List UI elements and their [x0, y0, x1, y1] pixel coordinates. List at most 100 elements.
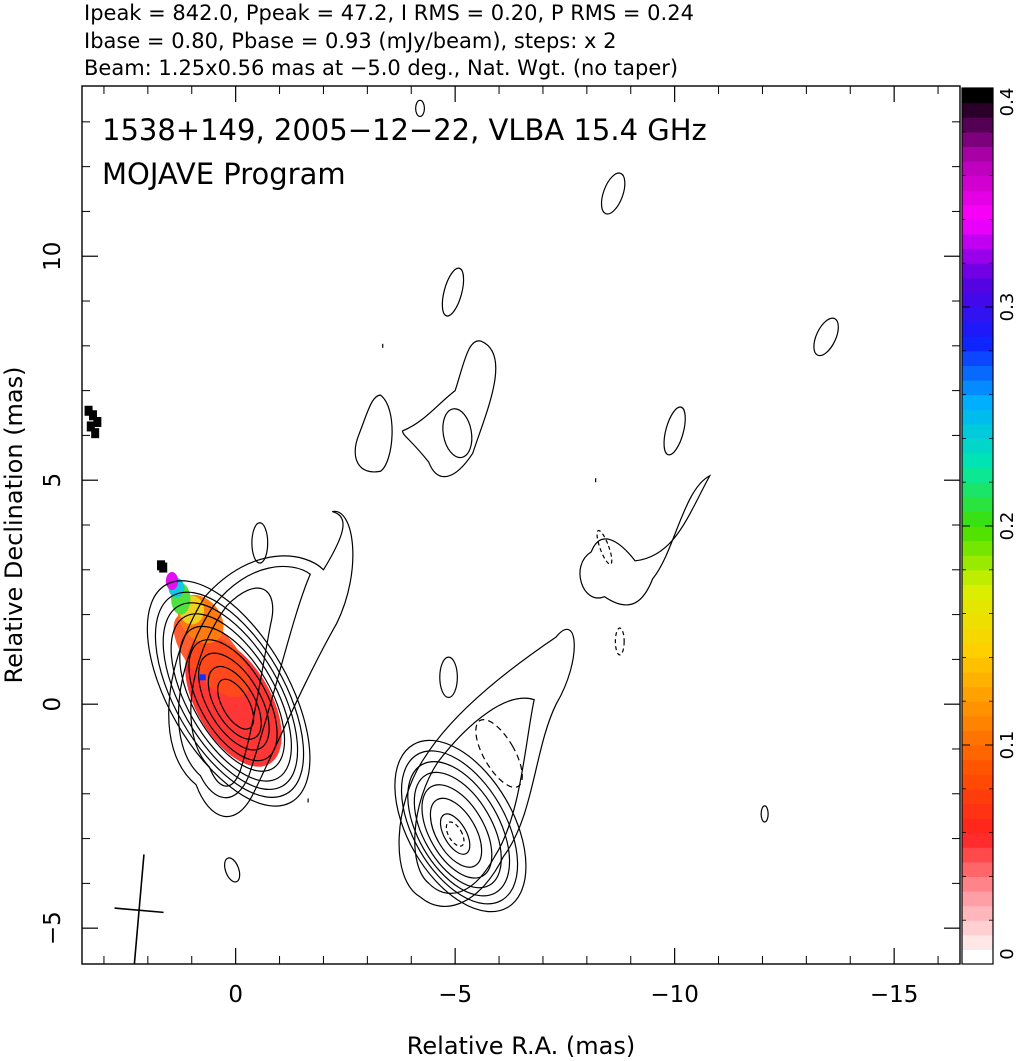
colorbar-segment [962, 745, 993, 761]
extended-emission-inner-contour [442, 408, 473, 459]
colorbar-segment [962, 861, 993, 877]
header-line-2: Ibase = 0.80, Pbase = 0.93 (mJy/beam), s… [84, 29, 616, 53]
colorbar-segment [962, 131, 993, 147]
extended-emission-contour [401, 340, 497, 478]
colorbar-segment [962, 847, 993, 863]
colorbar-segment [962, 467, 993, 483]
x-tick-label: 0 [228, 982, 243, 1008]
pol-black-pixel [159, 562, 168, 573]
colorbar-segment [962, 526, 993, 542]
colorbar-segment [962, 496, 993, 512]
y-tick-label: 10 [40, 242, 66, 271]
counter-feature-contour [429, 797, 483, 868]
x-tick-label: −5 [438, 982, 472, 1008]
colorbar-segment [962, 569, 993, 585]
core-contour [198, 652, 270, 751]
isolated-contour-blob [439, 656, 458, 699]
colorbar-segment [962, 365, 993, 381]
core-contour [188, 639, 278, 762]
core-contour [217, 678, 255, 730]
counter-feature-contour [413, 771, 502, 889]
isolated-contour-blob [415, 99, 426, 118]
chart-subtitle: MOJAVE Program [102, 157, 346, 191]
core-contour [146, 580, 311, 807]
pol-blue-pixel [199, 674, 206, 681]
counter-feature-contour [421, 784, 493, 879]
pol-magenta-region [165, 572, 179, 590]
colorbar-segment [962, 453, 993, 469]
colorbar-segment [962, 438, 993, 454]
colorbar-segment [962, 949, 993, 965]
stokes-i-contours [114, 99, 839, 964]
colorbar-segment [962, 818, 993, 834]
x-tick-label: −10 [650, 982, 699, 1008]
header-line-3: Beam: 1.25x0.56 mas at −5.0 deg., Nat. W… [84, 56, 678, 80]
y-tick-label: −5 [40, 911, 66, 945]
colorbar-segment [962, 832, 993, 848]
isolated-contour-blob [224, 857, 241, 883]
pol-black-pixel [91, 428, 100, 439]
core-contour [170, 613, 292, 782]
colorbar-tick-label: 0.3 [997, 293, 1018, 322]
colorbar-segment [962, 599, 993, 615]
colorbar-segment [962, 555, 993, 571]
counter-feature-contour [407, 760, 511, 897]
jet-outer-contour [168, 510, 354, 818]
jet-third-contour [190, 587, 274, 787]
colorbar-segment [962, 686, 993, 702]
colorbar-segment [962, 934, 993, 950]
core-contour [207, 665, 262, 740]
colorbar-segment [962, 672, 993, 688]
x-axis-label: Relative R.A. (mas) [407, 1032, 635, 1060]
colorbar-segment [962, 788, 993, 804]
pol-black-pixel [84, 405, 93, 416]
y-tick-label: 0 [40, 697, 66, 712]
western-emission-contour [579, 474, 712, 606]
jet-second-contour [178, 565, 312, 799]
counter-feature-outer-contour [398, 628, 575, 907]
isolated-contour-blob [760, 805, 769, 823]
colorbar-segment [962, 175, 993, 191]
colorbar-segment [962, 146, 993, 162]
colorbar-segment [962, 803, 993, 819]
colorbar-segment [962, 350, 993, 366]
colorbar-tick-label: 0.1 [997, 731, 1018, 760]
colorbar-segment [962, 380, 993, 396]
chart-title: 1538+149, 2005−12−22, VLBA 15.4 GHz [102, 113, 707, 147]
pol-black-pixel [93, 416, 102, 427]
colorbar-segment [962, 190, 993, 206]
colorbar-segment [962, 234, 993, 250]
colorbar-segment [962, 628, 993, 644]
isolated-contour-blob [600, 172, 626, 215]
colorbar-segment [962, 248, 993, 264]
y-axis-label: Relative Declination (mas) [0, 366, 28, 683]
y-tick-label: 5 [40, 473, 66, 488]
colorbar-segment [962, 730, 993, 746]
colorbar-segment [962, 905, 993, 921]
colorbar-tick-label: 0.4 [997, 88, 1018, 117]
jet-knot-contour [354, 394, 393, 473]
negative-contour [596, 529, 613, 565]
colorbar-segment [962, 277, 993, 293]
colorbar-segment [962, 613, 993, 629]
colorbar-segment [962, 774, 993, 790]
beam-minor-axis [114, 907, 164, 914]
colorbar-segment [962, 482, 993, 498]
colorbar-segment [962, 307, 993, 323]
isolated-contour-blob [441, 267, 465, 317]
colorbar-segment [962, 117, 993, 133]
negative-contour [614, 627, 625, 656]
colorbar-segment [962, 204, 993, 220]
colorbar-segment [962, 876, 993, 892]
isolated-contour-blob [251, 522, 269, 564]
colorbar-segment [962, 336, 993, 352]
pol-black-pixel [88, 410, 97, 421]
colorbar-segment [962, 423, 993, 439]
colorbar-segment [962, 102, 993, 118]
counter-feature-contour [439, 813, 471, 855]
colorbar-segment [962, 759, 993, 775]
colorbar-segment [962, 263, 993, 279]
isolated-contour-blob [663, 406, 686, 456]
colorbar-segment [962, 657, 993, 673]
